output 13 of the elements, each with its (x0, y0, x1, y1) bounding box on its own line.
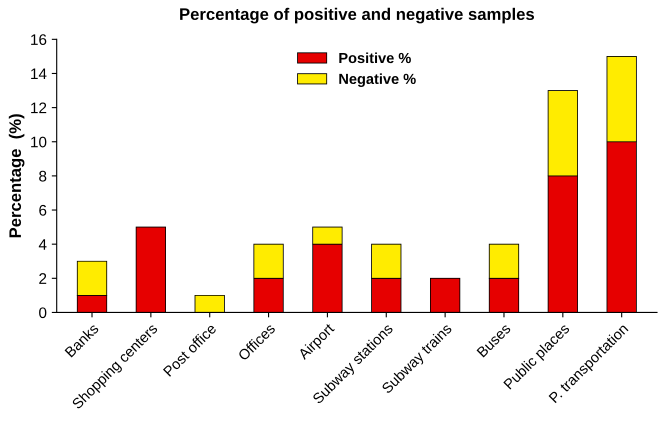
y-tick-label: 0 (39, 307, 46, 318)
y-tick-label: 16 (31, 34, 46, 46)
y-tick-label: 12 (31, 102, 46, 114)
y-axis-title: Percentage (%) (8, 114, 24, 238)
y-tick-label: 14 (31, 68, 47, 80)
y-tick-label: 2 (39, 273, 46, 284)
y-tick-label: 6 (39, 204, 46, 216)
y-tick-label: 4 (38, 239, 47, 250)
legend-label: Positive % (339, 52, 411, 64)
y-tick-label: 8 (39, 170, 46, 182)
chart-title: Percentage of positive and negative samples (180, 8, 534, 24)
y-tick-label: 10 (31, 136, 46, 148)
legend-label: Negative % (339, 73, 416, 87)
